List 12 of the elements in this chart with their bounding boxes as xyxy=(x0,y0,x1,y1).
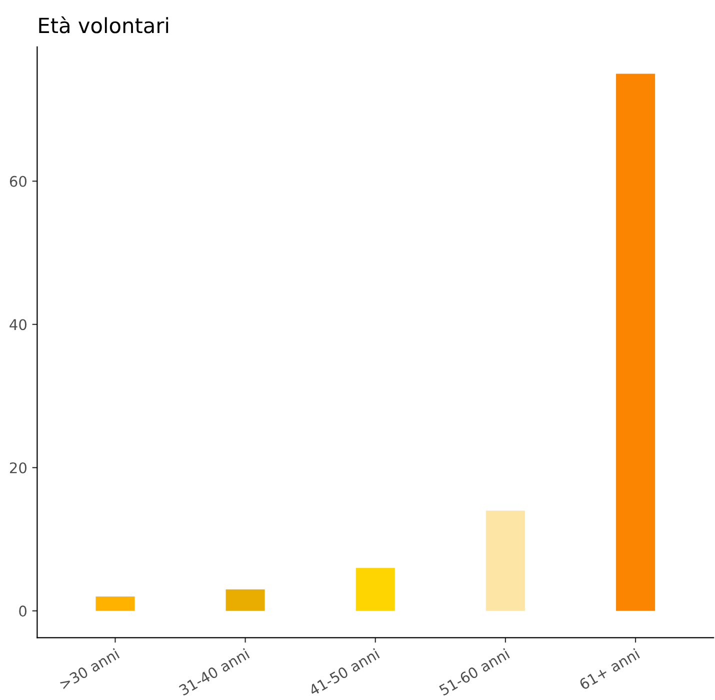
chart-title: Età volontari xyxy=(39,16,168,34)
bar xyxy=(226,589,265,611)
y-tick-label: 20 xyxy=(10,462,26,474)
bar xyxy=(486,510,525,611)
x-tick-label: >30 anni xyxy=(58,648,120,690)
y-tick-label: 40 xyxy=(10,319,26,330)
bar xyxy=(356,568,395,611)
bar xyxy=(96,596,135,611)
y-tick-label: 60 xyxy=(10,176,26,187)
y-tick-label: 0 xyxy=(19,606,26,617)
x-tick-label: 61+ anni xyxy=(578,648,640,690)
bar xyxy=(616,74,656,611)
